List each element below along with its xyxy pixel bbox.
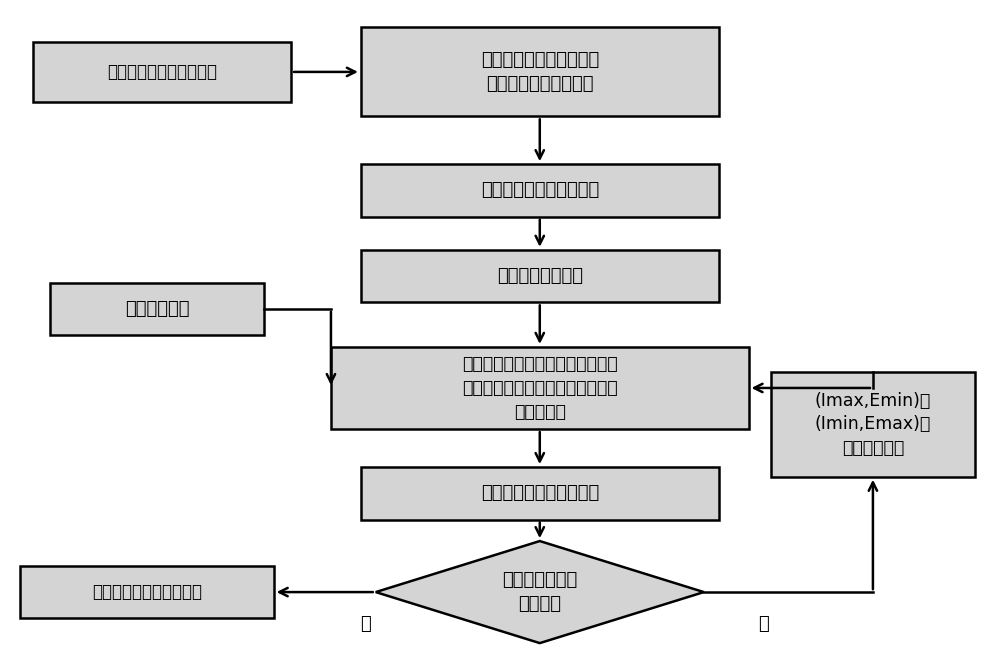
Text: 是: 是	[360, 615, 371, 633]
FancyBboxPatch shape	[361, 164, 719, 216]
FancyBboxPatch shape	[771, 371, 975, 477]
Text: 否: 否	[758, 615, 769, 633]
Polygon shape	[376, 541, 704, 643]
Text: 导入电压波形: 导入电压波形	[125, 300, 189, 318]
Text: 拟合各柱伏安特性，计算各柱电流
拟合各片伏安特性，计算所有电阻
片承担电压: 拟合各柱伏安特性，计算各柱电流 拟合各片伏安特性，计算所有电阻 片承担电压	[462, 355, 618, 420]
Text: 根据避雷器实际工况电流
波形对电阻片进行筛选: 根据避雷器实际工况电流 波形对电阻片进行筛选	[481, 51, 599, 93]
FancyBboxPatch shape	[20, 566, 274, 618]
Text: 生成对应位置的序号矩阵: 生成对应位置的序号矩阵	[481, 181, 599, 199]
Text: 计算各柱伏安特性: 计算各柱伏安特性	[497, 267, 583, 285]
FancyBboxPatch shape	[50, 283, 264, 335]
FancyBboxPatch shape	[361, 467, 719, 520]
FancyBboxPatch shape	[331, 347, 749, 429]
FancyBboxPatch shape	[33, 42, 291, 102]
FancyBboxPatch shape	[361, 27, 719, 116]
FancyBboxPatch shape	[361, 250, 719, 302]
Text: 计算每片电阻片吸收能量: 计算每片电阻片吸收能量	[481, 484, 599, 503]
Text: 导入电阻片伏安特性数据: 导入电阻片伏安特性数据	[107, 63, 217, 81]
Text: (Imax,Emin)与
(Imin,Emax)电
阻片位置互换: (Imax,Emin)与 (Imin,Emax)电 阻片位置互换	[815, 392, 931, 457]
Text: 输出电阻片位置序号矩阵: 输出电阻片位置序号矩阵	[92, 583, 202, 601]
Text: 均能不均匀系数
满足要求: 均能不均匀系数 满足要求	[502, 571, 577, 613]
